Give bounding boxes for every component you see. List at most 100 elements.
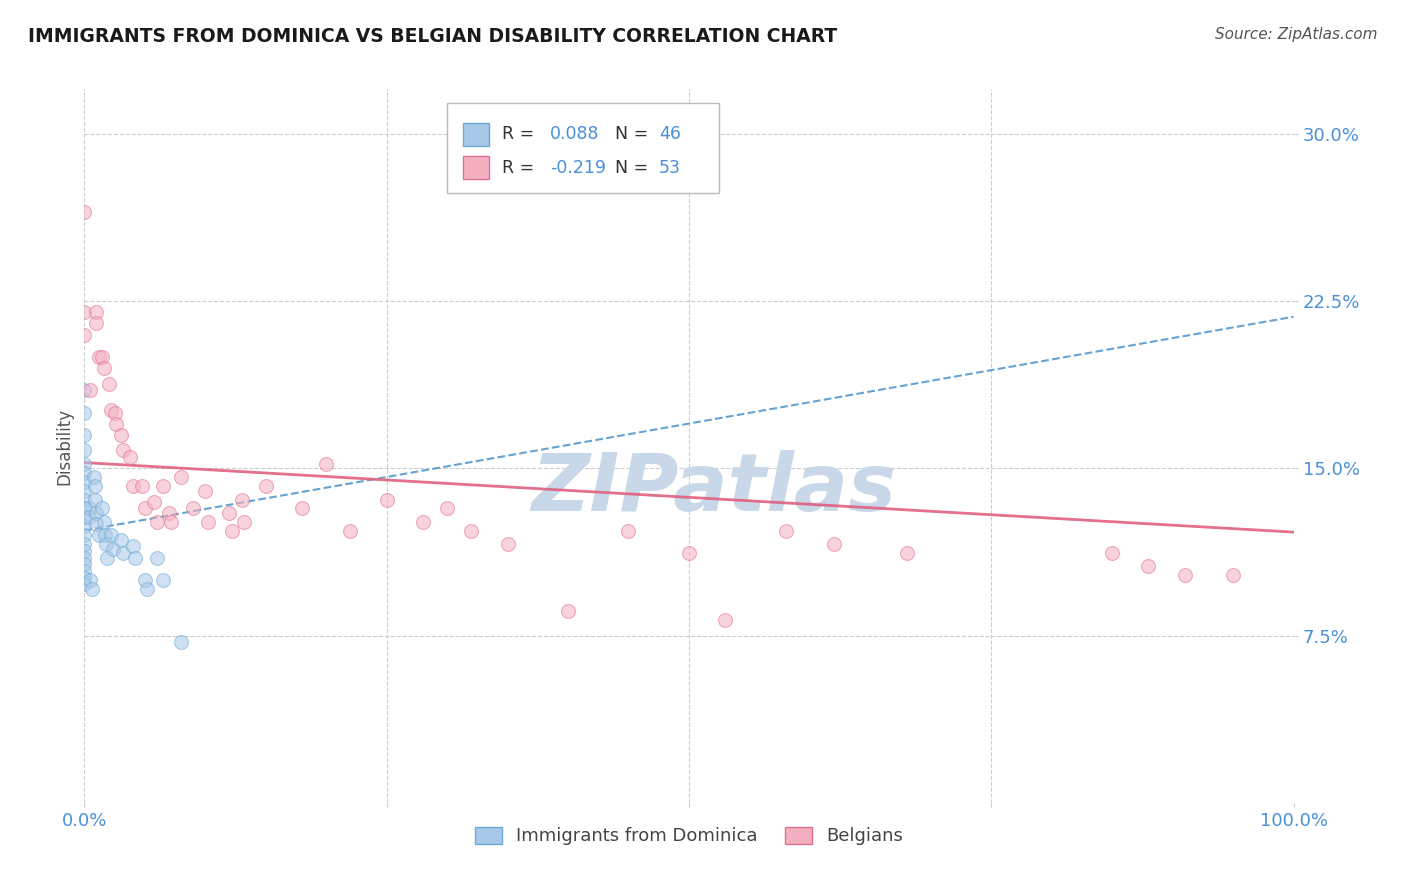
FancyBboxPatch shape [447, 103, 720, 193]
Point [617, 524, 640, 538]
Point [557, 604, 579, 618]
Point [110, 533, 132, 547]
Point [73, 327, 96, 342]
Point [112, 546, 135, 560]
Point [93, 360, 115, 375]
Point [1137, 559, 1160, 574]
Point [134, 501, 156, 516]
Point [73, 550, 96, 565]
FancyBboxPatch shape [463, 156, 489, 179]
Point [73, 501, 96, 516]
Point [170, 635, 193, 649]
Point [79, 384, 101, 398]
Point [73, 519, 96, 533]
Point [152, 573, 174, 587]
Text: 53: 53 [659, 159, 681, 177]
Point [84, 479, 107, 493]
Point [181, 501, 204, 516]
Point [100, 403, 122, 417]
Point [86, 305, 108, 319]
Point [157, 506, 180, 520]
FancyBboxPatch shape [463, 123, 489, 145]
Point [73, 543, 96, 558]
Point [93, 515, 115, 529]
Point [86, 516, 108, 531]
Point [1101, 546, 1123, 560]
Point [80, 582, 103, 596]
Point [86, 316, 108, 330]
Y-axis label: Disability: Disability [55, 408, 73, 484]
Point [1222, 568, 1244, 582]
Point [73, 443, 96, 458]
Point [460, 524, 482, 538]
Point [77, 501, 100, 516]
Point [94, 537, 117, 551]
Point [197, 515, 219, 529]
Text: N =: N = [605, 125, 654, 143]
Point [73, 427, 96, 442]
Text: 46: 46 [659, 125, 681, 143]
Point [73, 475, 96, 489]
Point [73, 528, 96, 542]
Point [412, 515, 434, 529]
Point [73, 483, 96, 498]
Point [100, 528, 122, 542]
Point [146, 515, 169, 529]
Point [170, 470, 193, 484]
Point [73, 466, 96, 480]
Point [73, 537, 96, 551]
Point [121, 539, 143, 553]
Point [291, 501, 314, 516]
Point [121, 479, 143, 493]
Point [73, 577, 96, 591]
Point [73, 204, 96, 219]
Point [97, 376, 120, 391]
Point [339, 524, 361, 538]
Point [86, 506, 108, 520]
Point [73, 510, 96, 524]
Legend: Immigrants from Dominica, Belgians: Immigrants from Dominica, Belgians [465, 818, 912, 855]
Point [104, 417, 127, 431]
Point [436, 501, 458, 516]
Point [73, 564, 96, 578]
Point [96, 550, 118, 565]
Point [714, 613, 737, 627]
Point [87, 350, 110, 364]
Point [79, 573, 101, 587]
Point [91, 501, 114, 516]
Point [233, 515, 256, 529]
Text: ZIPatlas: ZIPatlas [530, 450, 896, 528]
Point [124, 550, 146, 565]
Point [73, 305, 96, 319]
Text: Source: ZipAtlas.com: Source: ZipAtlas.com [1215, 27, 1378, 42]
Point [87, 528, 110, 542]
Point [496, 537, 519, 551]
Text: -0.219: -0.219 [550, 159, 606, 177]
Point [221, 524, 243, 538]
Point [218, 506, 240, 520]
Point [104, 405, 127, 419]
Text: N =: N = [605, 159, 654, 177]
Point [143, 494, 166, 508]
Point [231, 492, 253, 507]
Point [94, 528, 117, 542]
Point [136, 582, 159, 596]
Point [73, 384, 96, 398]
Point [131, 479, 153, 493]
Point [91, 350, 114, 364]
Point [112, 443, 135, 458]
Point [84, 492, 107, 507]
Point [160, 515, 183, 529]
Point [134, 573, 156, 587]
Point [120, 450, 142, 464]
Point [1174, 568, 1197, 582]
Point [194, 483, 217, 498]
Point [83, 470, 105, 484]
Point [896, 546, 918, 560]
Point [73, 457, 96, 471]
Text: 0.088: 0.088 [550, 125, 599, 143]
Point [152, 479, 174, 493]
Point [678, 546, 700, 560]
Text: R =: R = [502, 125, 540, 143]
Point [77, 510, 100, 524]
